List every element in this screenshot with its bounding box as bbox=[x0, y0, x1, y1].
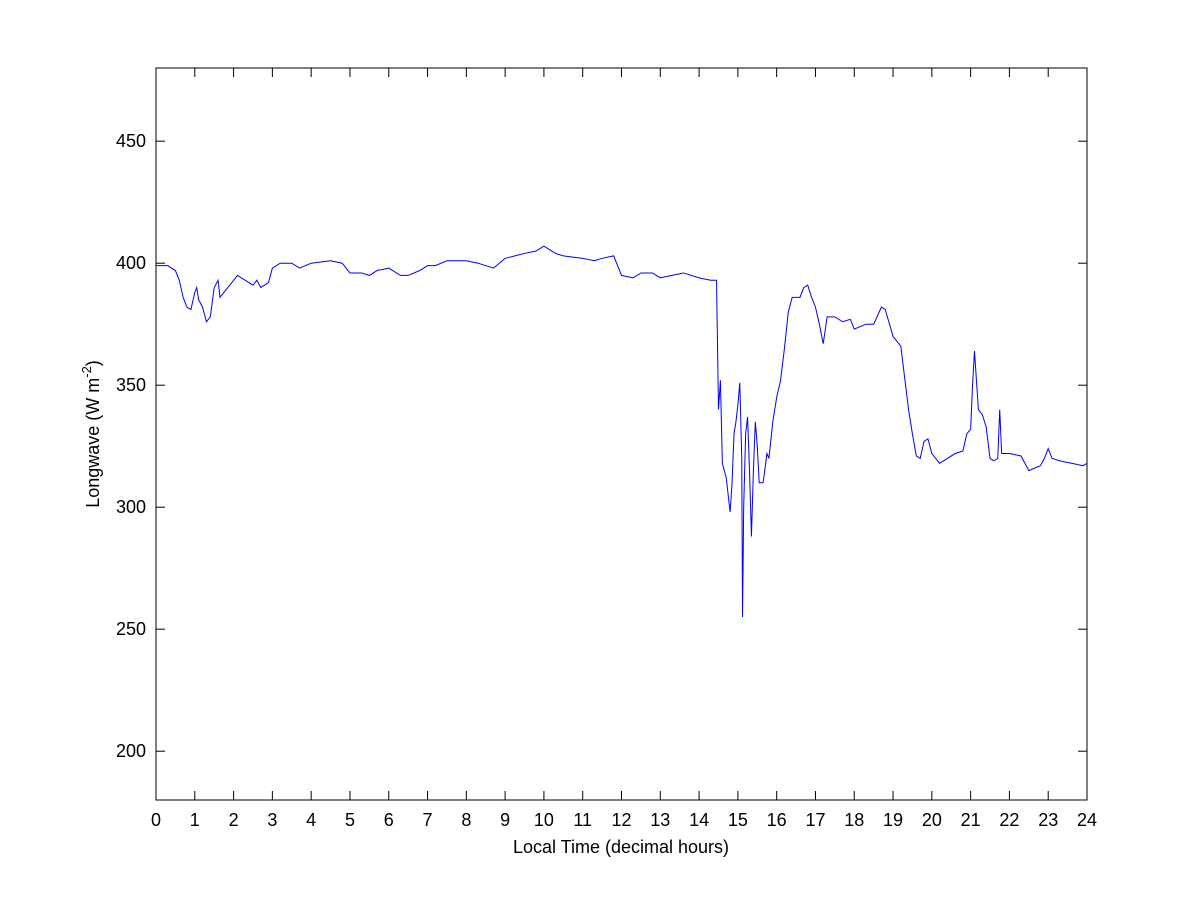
x-tick-label: 23 bbox=[1038, 810, 1058, 830]
x-tick-label: 7 bbox=[423, 810, 433, 830]
x-tick-label: 5 bbox=[345, 810, 355, 830]
y-axis-label-sup: -2 bbox=[79, 366, 94, 378]
y-axis-label-text: Longwave (W m bbox=[83, 378, 103, 508]
x-tick-label: 2 bbox=[229, 810, 239, 830]
y-tick-label: 200 bbox=[116, 741, 146, 761]
x-tick-label: 8 bbox=[461, 810, 471, 830]
x-tick-label: 10 bbox=[534, 810, 554, 830]
x-tick-label: 22 bbox=[999, 810, 1019, 830]
y-tick-label: 400 bbox=[116, 253, 146, 273]
x-tick-label: 19 bbox=[883, 810, 903, 830]
x-tick-label: 4 bbox=[306, 810, 316, 830]
x-tick-label: 17 bbox=[805, 810, 825, 830]
x-tick-label: 20 bbox=[922, 810, 942, 830]
y-axis-label-close: ) bbox=[83, 360, 103, 366]
x-tick-label: 14 bbox=[689, 810, 709, 830]
y-tick-label: 350 bbox=[116, 375, 146, 395]
x-tick-label: 16 bbox=[767, 810, 787, 830]
x-tick-label: 13 bbox=[650, 810, 670, 830]
x-tick-label: 9 bbox=[500, 810, 510, 830]
x-tick-label: 11 bbox=[573, 810, 592, 830]
x-tick-label: 24 bbox=[1077, 810, 1097, 830]
x-axis-label: Local Time (decimal hours) bbox=[513, 837, 729, 857]
x-tick-label: 0 bbox=[151, 810, 161, 830]
y-tick-label: 250 bbox=[116, 619, 146, 639]
x-tick-label: 15 bbox=[728, 810, 748, 830]
y-tick-label: 450 bbox=[116, 131, 146, 151]
x-tick-label: 21 bbox=[961, 810, 981, 830]
data-line bbox=[156, 245, 1088, 618]
y-tick-label: 300 bbox=[116, 497, 146, 517]
x-tick-label: 18 bbox=[844, 810, 864, 830]
x-tick-label: 6 bbox=[384, 810, 394, 830]
x-tick-label: 1 bbox=[190, 810, 200, 830]
y-axis-label: Longwave (W m-2) bbox=[79, 360, 103, 508]
x-tick-label: 3 bbox=[267, 810, 277, 830]
x-tick-label: 12 bbox=[611, 810, 631, 830]
